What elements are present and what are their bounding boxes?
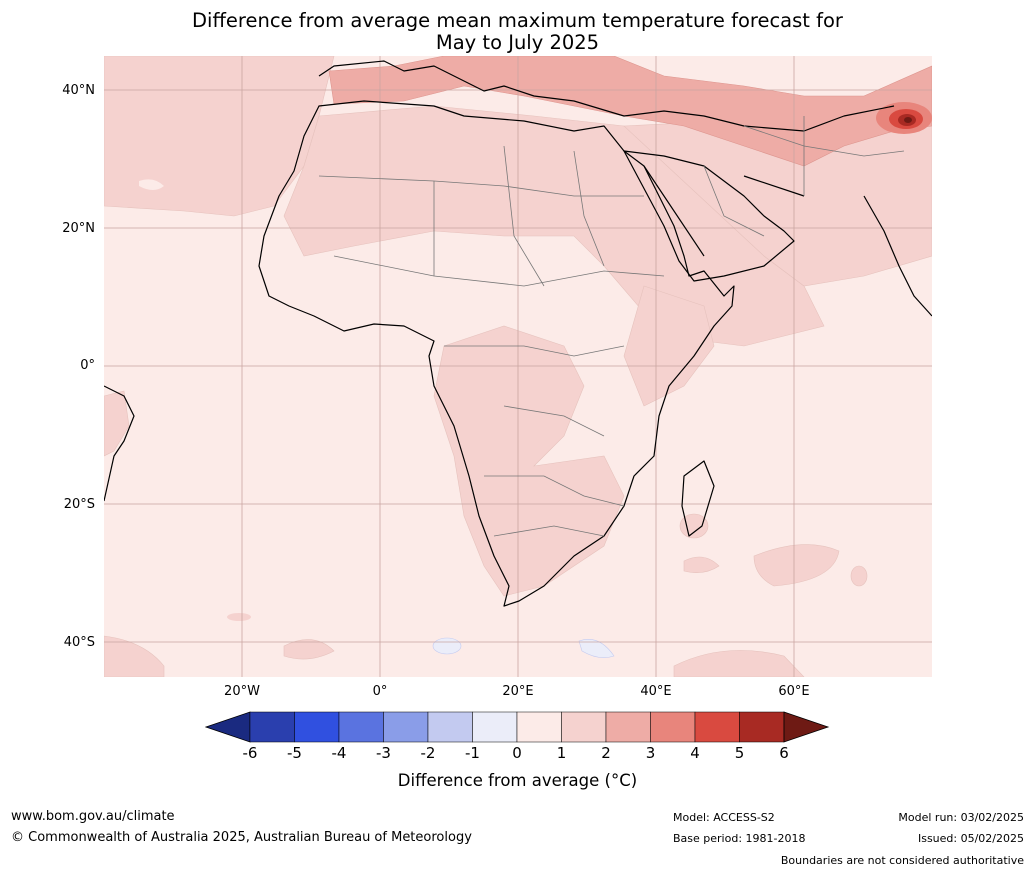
map-drawing xyxy=(104,56,932,677)
colorbar-tick-label: -2 xyxy=(420,744,436,762)
colorbar-tick-label: 5 xyxy=(734,744,745,762)
colorbar-segment xyxy=(516,711,562,743)
colorbar-tick-label: -5 xyxy=(287,744,302,762)
colorbar-segment xyxy=(561,711,607,743)
colorbar-segment xyxy=(427,711,473,743)
title-line-2: May to July 2025 xyxy=(435,31,600,54)
colorbar-segment xyxy=(338,711,384,743)
colorbar-tick-label: 2 xyxy=(601,744,611,762)
footer-base-period: Base period: 1981-2018 xyxy=(673,832,806,845)
colorbar-tick-label: 4 xyxy=(690,744,700,762)
forecast-map xyxy=(104,56,932,677)
colorbar-tick-label: -3 xyxy=(376,744,391,762)
colorbar-tick-label: 1 xyxy=(556,744,567,762)
colorbar-segment xyxy=(739,711,785,743)
colorbar-segment xyxy=(650,711,696,743)
lat-label-40n: 40°N xyxy=(62,83,95,98)
title-line-1: Difference from average mean maximum tem… xyxy=(192,9,843,32)
colorbar-tick-label: 0 xyxy=(512,744,522,762)
footer-model-run: Model run: 03/02/2025 xyxy=(898,811,1024,824)
colorbar-tick-label: -6 xyxy=(242,744,258,762)
colorbar-segment xyxy=(605,711,651,743)
colorbar-tick-label: 6 xyxy=(779,744,789,762)
colorbar-extend-low xyxy=(205,711,251,743)
lon-label-20e: 20°E xyxy=(502,684,534,699)
colorbar-segment xyxy=(249,711,295,743)
colorbar-extend-high xyxy=(783,711,830,743)
footer-issued: Issued: 05/02/2025 xyxy=(917,832,1024,845)
lat-label-20s: 20°S xyxy=(63,497,95,512)
footer-disclaimer: Boundaries are not considered authoritat… xyxy=(780,854,1024,867)
colorbar-label: Difference from average (°C) xyxy=(397,771,638,790)
colorbar-segment xyxy=(294,711,340,743)
colorbar xyxy=(205,711,830,743)
colorbar-tick-label: -1 xyxy=(465,744,480,762)
colorbar-tick-label: -4 xyxy=(331,744,347,762)
lat-label-0: 0° xyxy=(80,358,95,373)
lon-label-60e: 60°E xyxy=(778,684,810,699)
lon-label-40e: 40°E xyxy=(640,684,672,699)
lon-label-20w: 20°W xyxy=(224,684,260,699)
footer-model: Model: ACCESS-S2 xyxy=(673,811,775,824)
colorbar-segment xyxy=(472,711,518,743)
colorbar-segment xyxy=(383,711,429,743)
colorbar-tick-label: 3 xyxy=(645,744,656,762)
footer-copyright: © Commonwealth of Australia 2025, Austra… xyxy=(11,830,472,845)
colorbar-segment xyxy=(694,711,740,743)
footer-website: www.bom.gov.au/climate xyxy=(11,809,175,824)
lon-label-0: 0° xyxy=(372,684,388,699)
lat-label-40s: 40°S xyxy=(63,635,95,650)
lat-label-20n: 20°N xyxy=(62,221,95,236)
map-title: Difference from average mean maximum tem… xyxy=(0,10,1035,54)
